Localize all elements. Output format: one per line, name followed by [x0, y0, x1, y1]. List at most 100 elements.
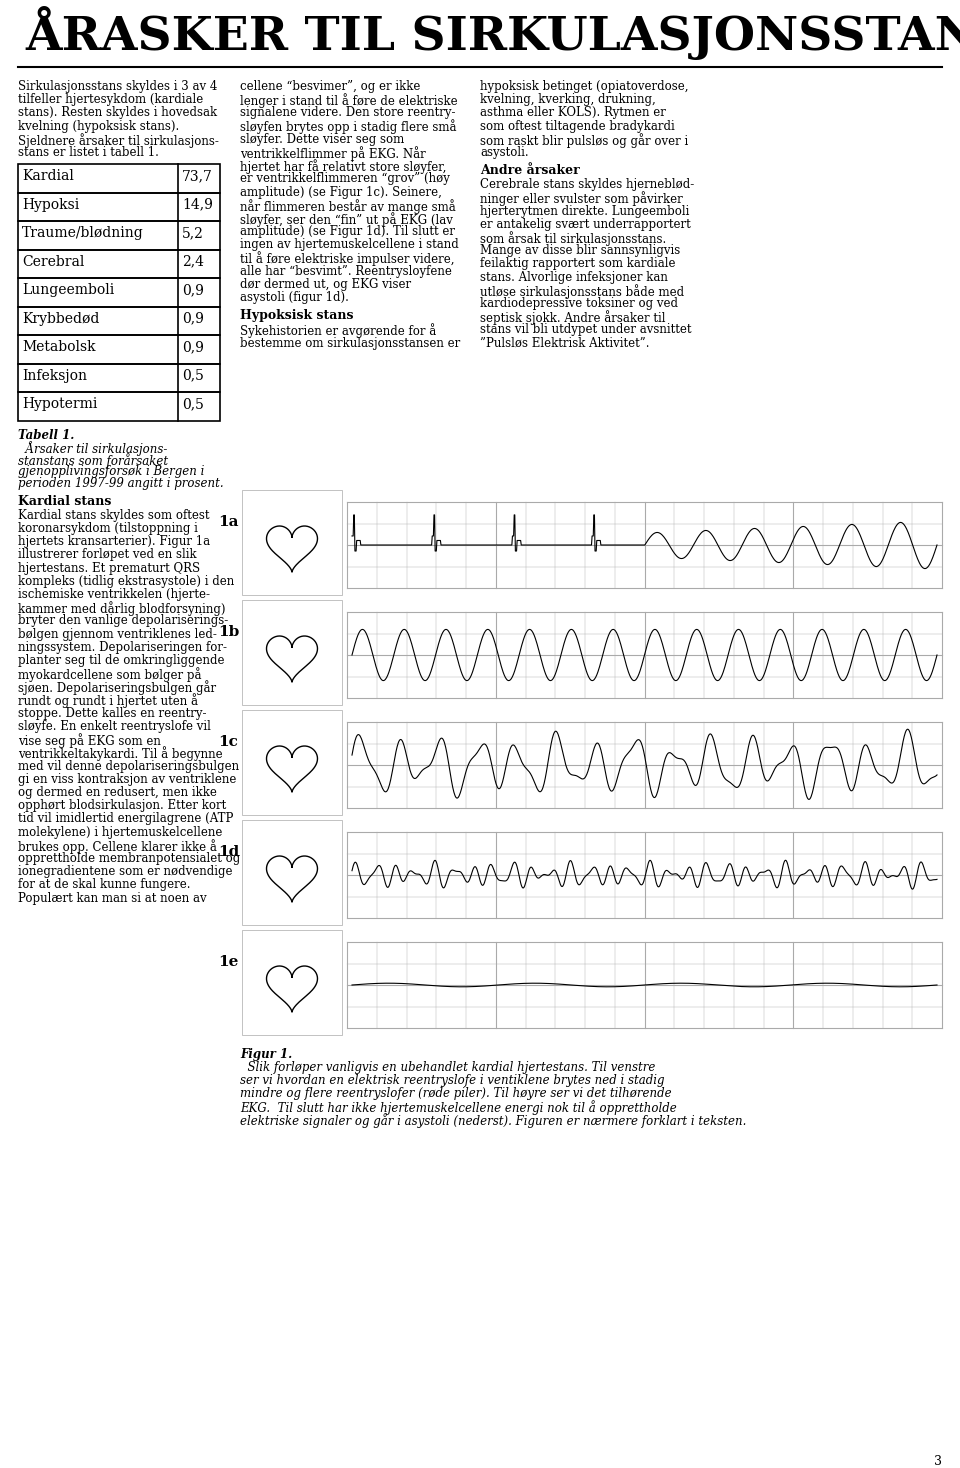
Text: Tabell 1.: Tabell 1.: [18, 429, 74, 442]
Text: Cerebral: Cerebral: [22, 255, 84, 269]
Text: er ventrikkelflimmeren “grov” (høy: er ventrikkelflimmeren “grov” (høy: [240, 172, 450, 185]
Text: amplitude) (se Figur 1d). Til slutt er: amplitude) (se Figur 1d). Til slutt er: [240, 225, 455, 238]
Text: kvelning (hypoksisk stans).: kvelning (hypoksisk stans).: [18, 119, 180, 132]
Bar: [242, 931, 342, 1035]
Text: kvelning, kverking, drukning,: kvelning, kverking, drukning,: [480, 92, 656, 106]
Text: 1b: 1b: [218, 625, 239, 639]
Text: sjøen. Depolariseringsbulgen går: sjøen. Depolariseringsbulgen går: [18, 680, 216, 696]
Text: tid vil imidlertid energilagrene (ATP: tid vil imidlertid energilagrene (ATP: [18, 812, 233, 825]
Text: Andre årsaker: Andre årsaker: [480, 164, 580, 178]
Text: stans er listet i tabell 1.: stans er listet i tabell 1.: [18, 145, 158, 159]
Text: signalene videre. Den store reentry-: signalene videre. Den store reentry-: [240, 106, 455, 119]
Text: Krybbedød: Krybbedød: [22, 311, 100, 326]
Text: 1a: 1a: [218, 515, 238, 528]
Text: utløse sirkulasjonsstans både med: utløse sirkulasjonsstans både med: [480, 283, 684, 298]
Text: 3: 3: [934, 1455, 942, 1468]
Text: 5,2: 5,2: [182, 226, 204, 241]
Text: kardiodepressive toksiner og ved: kardiodepressive toksiner og ved: [480, 297, 678, 310]
Bar: [18, 392, 220, 421]
Text: hjertets kransarterier). Figur 1a: hjertets kransarterier). Figur 1a: [18, 536, 210, 548]
Text: sløyfer. Dette viser seg som: sløyfer. Dette viser seg som: [240, 132, 404, 145]
Text: hjerterytmen direkte. Lungeemboli: hjerterytmen direkte. Lungeemboli: [480, 204, 689, 217]
Text: som årsak til sirkulasjonsstans.: som årsak til sirkulasjonsstans.: [480, 230, 666, 245]
Text: 0,5: 0,5: [182, 368, 204, 383]
Text: Infeksjon: Infeksjon: [22, 368, 87, 383]
Text: perioden 1997-99 angitt i prosent.: perioden 1997-99 angitt i prosent.: [18, 477, 224, 490]
Text: Sirkulasjonsstans skyldes i 3 av 4: Sirkulasjonsstans skyldes i 3 av 4: [18, 79, 217, 92]
Text: dør dermed ut, og EKG viser: dør dermed ut, og EKG viser: [240, 277, 411, 291]
Text: hjertestans. Et prematurt QRS: hjertestans. Et prematurt QRS: [18, 561, 200, 574]
Bar: [347, 502, 942, 589]
Bar: [18, 364, 220, 392]
Text: 0,9: 0,9: [182, 311, 204, 326]
Text: EKG.  Til slutt har ikke hjertemuskelcellene energi nok til å opprettholde: EKG. Til slutt har ikke hjertemuskelcell…: [240, 1100, 677, 1114]
Text: sløyfen brytes opp i stadig flere små: sløyfen brytes opp i stadig flere små: [240, 119, 457, 135]
Text: hypoksisk betinget (opiatoverdose,: hypoksisk betinget (opiatoverdose,: [480, 79, 688, 92]
Text: Årsaker til sirkulasjons-: Årsaker til sirkulasjons-: [18, 440, 167, 455]
Text: ingen av hjertemuskelcellene i stand: ingen av hjertemuskelcellene i stand: [240, 238, 459, 251]
Text: vise seg på EKG som en: vise seg på EKG som en: [18, 733, 161, 749]
Text: mindre og flere reentryslofer (røde piler). Til høyre ser vi det tilhørende: mindre og flere reentryslofer (røde pile…: [240, 1086, 672, 1100]
Text: planter seg til de omkringliggende: planter seg til de omkringliggende: [18, 653, 225, 666]
Bar: [18, 335, 220, 364]
Text: brukes opp. Cellene klarer ikke å: brukes opp. Cellene klarer ikke å: [18, 838, 217, 853]
Text: asystoli (figur 1d).: asystoli (figur 1d).: [240, 291, 348, 304]
Text: sløyfe. En enkelt reentryslofe vil: sløyfe. En enkelt reentryslofe vil: [18, 719, 211, 733]
Text: Populært kan man si at noen av: Populært kan man si at noen av: [18, 891, 206, 904]
Text: Hypoksi: Hypoksi: [22, 198, 80, 211]
Text: Slik forløper vanligvis en ubehandlet kardial hjertestans. Til venstre: Slik forløper vanligvis en ubehandlet ka…: [240, 1061, 656, 1075]
Text: 1e: 1e: [218, 956, 238, 969]
Text: 2,4: 2,4: [182, 255, 204, 269]
Text: 0,9: 0,9: [182, 283, 204, 297]
Text: stans vil bli utdypet under avsnittet: stans vil bli utdypet under avsnittet: [480, 323, 691, 336]
Bar: [347, 612, 942, 697]
Bar: [18, 250, 220, 279]
Text: Kardial stans: Kardial stans: [18, 495, 111, 508]
Bar: [18, 222, 220, 250]
Text: 73,7: 73,7: [182, 169, 213, 184]
Text: stoppe. Dette kalles en reentry-: stoppe. Dette kalles en reentry-: [18, 706, 206, 719]
Text: for at de skal kunne fungere.: for at de skal kunne fungere.: [18, 878, 190, 891]
Text: Hypoksisk stans: Hypoksisk stans: [240, 310, 353, 323]
Text: 1d: 1d: [218, 846, 239, 859]
Text: bestemme om sirkulasjonsstansen er: bestemme om sirkulasjonsstansen er: [240, 336, 460, 349]
Text: ninger eller svulster som påvirker: ninger eller svulster som påvirker: [480, 191, 683, 207]
Text: ischemiske ventrikkelen (hjerte-: ischemiske ventrikkelen (hjerte-: [18, 587, 210, 600]
Text: kompleks (tidlig ekstrasystole) i den: kompleks (tidlig ekstrasystole) i den: [18, 574, 234, 587]
Text: Kardial stans skyldes som oftest: Kardial stans skyldes som oftest: [18, 509, 209, 521]
Bar: [242, 821, 342, 925]
Text: er antakelig svært underrapportert: er antakelig svært underrapportert: [480, 217, 691, 230]
Text: Cerebrale stans skyldes hjerneblød-: Cerebrale stans skyldes hjerneblød-: [480, 178, 694, 191]
Text: Traume/blødning: Traume/blødning: [22, 226, 144, 241]
Bar: [347, 832, 942, 918]
Bar: [18, 279, 220, 307]
Text: alle har “besvimt”. Reentrysloyfene: alle har “besvimt”. Reentrysloyfene: [240, 264, 452, 277]
Text: asystoli.: asystoli.: [480, 145, 529, 159]
Text: sløyfer, ser den “fin” ut på EKG (lav: sløyfer, ser den “fin” ut på EKG (lav: [240, 211, 453, 228]
Text: ser vi hvordan en elektrisk reentryslofe i ventiklene brytes ned i stadig: ser vi hvordan en elektrisk reentryslofe…: [240, 1075, 664, 1086]
Text: kammer med dårlig blodforsyning): kammer med dårlig blodforsyning): [18, 600, 226, 617]
Text: bølgen gjennom ventriklenes led-: bølgen gjennom ventriklenes led-: [18, 627, 217, 640]
Text: gi en viss kontraksjon av ventriklene: gi en viss kontraksjon av ventriklene: [18, 772, 236, 785]
Text: Sjeldnere årsaker til sirkulasjons-: Sjeldnere årsaker til sirkulasjons-: [18, 132, 219, 148]
Bar: [347, 942, 942, 1028]
Text: feilaktig rapportert som kardiale: feilaktig rapportert som kardiale: [480, 257, 676, 270]
Text: molekylene) i hjertemuskelcellene: molekylene) i hjertemuskelcellene: [18, 825, 223, 838]
Text: gjenopplivingsforsøk i Bergen i: gjenopplivingsforsøk i Bergen i: [18, 465, 204, 477]
Text: 0,5: 0,5: [182, 398, 204, 411]
Text: ventrikkeltakykardi. Til å begynne: ventrikkeltakykardi. Til å begynne: [18, 746, 223, 762]
Text: cellene “besvimer”, og er ikke: cellene “besvimer”, og er ikke: [240, 79, 420, 92]
Text: hjertet har få relativt store sløyfer,: hjertet har få relativt store sløyfer,: [240, 159, 446, 175]
Text: ionegradientene som er nødvendige: ionegradientene som er nødvendige: [18, 865, 232, 878]
Text: tilfeller hjertesykdom (kardiale: tilfeller hjertesykdom (kardiale: [18, 92, 204, 106]
Text: koronarsykdom (tilstoppning i: koronarsykdom (tilstoppning i: [18, 523, 198, 534]
Text: Lungeemboli: Lungeemboli: [22, 283, 114, 297]
Text: med vil denne depolariseringsbulgen: med vil denne depolariseringsbulgen: [18, 759, 239, 772]
Text: stanstans som forårsaket: stanstans som forårsaket: [18, 452, 168, 468]
Bar: [347, 722, 942, 807]
Text: Hypotermi: Hypotermi: [22, 398, 97, 411]
Text: og dermed en redusert, men ikke: og dermed en redusert, men ikke: [18, 785, 217, 799]
Text: Kardial: Kardial: [22, 169, 74, 184]
Text: opphørt blodsirkulasjon. Etter kort: opphørt blodsirkulasjon. Etter kort: [18, 799, 227, 812]
Text: lenger i stand til å føre de elektriske: lenger i stand til å føre de elektriske: [240, 92, 458, 109]
